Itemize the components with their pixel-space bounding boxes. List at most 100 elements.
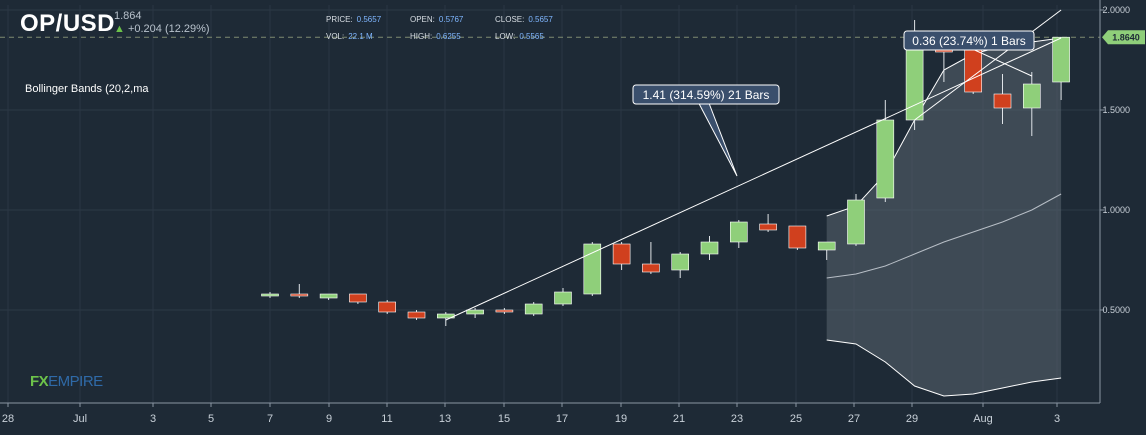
candle-body xyxy=(554,291,572,305)
price-change-value: +0.204 (12.29%) xyxy=(127,23,210,35)
callout-box xyxy=(632,84,780,105)
indicator-label[interactable]: Bollinger Bands (20,2,ma xyxy=(25,83,149,95)
candle-down xyxy=(349,293,367,304)
candle-body xyxy=(319,293,338,299)
y-tick-label: 1.0000 xyxy=(1102,205,1130,215)
candle-up xyxy=(554,288,572,306)
candle-body xyxy=(407,311,426,319)
candle-up xyxy=(1052,36,1070,100)
candle-up xyxy=(876,100,895,202)
candle-up xyxy=(319,293,338,300)
x-tick-label: 15 xyxy=(498,413,510,425)
bollinger-fill xyxy=(826,38,1062,396)
up-arrow-icon: ▲ xyxy=(114,23,125,35)
stat-high: HIGH: 0.6255 xyxy=(410,32,461,41)
callout-label: 1.41 (314.59%) 21 Bars xyxy=(643,88,770,102)
x-tick-label: 23 xyxy=(731,413,743,425)
y-tick-label: 1.5000 xyxy=(1102,105,1130,115)
candle-up xyxy=(261,292,279,298)
candle-body xyxy=(1022,83,1041,109)
candle-body xyxy=(964,45,983,93)
trend-label-2[interactable]: 0.36 (23.74%) 1 Bars xyxy=(903,30,1035,51)
x-tick-label: 25 xyxy=(790,413,802,425)
price-tag-label: 1.8640 xyxy=(1112,33,1140,43)
x-tick-label: 7 xyxy=(267,413,273,425)
candle-body xyxy=(905,43,924,121)
candle-body xyxy=(817,241,836,251)
candle-up xyxy=(1022,72,1041,136)
candle-body xyxy=(290,293,309,297)
candles xyxy=(261,20,1070,326)
candle-down xyxy=(788,225,807,250)
trend-lines: 1.41 (314.59%) 21 Bars 0.36 (23.74%) 1 Ba… xyxy=(445,9,1062,321)
candle-body xyxy=(466,309,484,315)
candle-body xyxy=(993,93,1012,109)
candle-body xyxy=(700,241,719,255)
callout-box xyxy=(903,30,1035,51)
x-tick-label: 9 xyxy=(326,413,332,425)
candle-body xyxy=(671,253,690,271)
y-tick-label: 0.5000 xyxy=(1102,305,1130,315)
stat-low: LOW: 0.5565 xyxy=(495,32,544,41)
stat-open: OPEN: 0.5767 xyxy=(410,15,464,24)
price-tag xyxy=(1102,30,1145,45)
candle-body xyxy=(876,119,895,199)
candle-body xyxy=(261,293,279,297)
candle-down xyxy=(642,242,660,274)
candle-up xyxy=(729,220,748,248)
candle-body xyxy=(729,221,748,243)
last-price: 1.864 xyxy=(114,10,142,22)
x-tick-label: 13 xyxy=(439,413,451,425)
candle-down xyxy=(993,74,1012,124)
candle-down xyxy=(495,308,514,314)
y-tick-label: 2.0000 xyxy=(1102,5,1130,15)
x-tick-label: 29 xyxy=(906,413,918,425)
bollinger-lower xyxy=(826,339,1062,397)
x-axis: 28 Jul 3 5 7 9 11 13 15 17 19 21 23 25 27 29 Aug 3 xyxy=(0,402,1100,425)
candle-up xyxy=(436,312,455,326)
candle-body xyxy=(378,301,397,313)
y-axis: 2.0000 1.5000 1.0000 0.5000 1.8640 xyxy=(1099,0,1145,403)
stat-price: PRICE: 0.5657 xyxy=(326,15,382,24)
x-tick-label: 5 xyxy=(208,413,214,425)
candle-up xyxy=(847,194,865,246)
candle-up xyxy=(671,252,690,278)
x-tick-label: 28 xyxy=(2,413,14,425)
price-change: ▲ +0.204 (12.29%) xyxy=(114,23,210,35)
bollinger-middle xyxy=(826,193,1062,279)
trend-line[interactable] xyxy=(914,9,1062,121)
x-tick-label: 11 xyxy=(381,413,392,425)
x-tick-label: 19 xyxy=(615,413,627,425)
candle-up xyxy=(700,236,719,260)
candle-down xyxy=(964,45,983,94)
candle-up xyxy=(817,241,836,260)
candle-body xyxy=(1052,36,1070,83)
candle-body xyxy=(847,199,865,245)
candle-body xyxy=(612,243,631,265)
candle-down xyxy=(759,214,777,232)
candle-body xyxy=(642,263,660,273)
stat-volume: VOL: 22.1 M xyxy=(326,32,373,41)
fxempire-logo: FXEMPIRE xyxy=(30,373,103,390)
candle-down xyxy=(378,300,397,314)
candle-down xyxy=(290,284,309,298)
x-tick-label: 27 xyxy=(848,413,860,425)
trend-label-1[interactable]: 1.41 (314.59%) 21 Bars xyxy=(632,84,780,177)
symbol-title: OP/USD xyxy=(20,10,116,37)
trend-line[interactable] xyxy=(445,37,1062,321)
candle-body xyxy=(583,243,602,295)
x-tick-label: 3 xyxy=(150,413,156,425)
candle-body xyxy=(349,293,367,303)
candle-body xyxy=(788,225,807,249)
candle-body xyxy=(524,303,543,315)
x-tick-label: Jul xyxy=(73,413,87,425)
candle-up xyxy=(583,242,602,296)
x-tick-label: 17 xyxy=(556,413,568,425)
candle-up xyxy=(466,308,484,318)
x-tick-label: 3 xyxy=(1054,413,1060,425)
candle-down xyxy=(407,310,426,320)
candle-up xyxy=(524,302,543,316)
candle-down xyxy=(612,242,631,270)
stat-close: CLOSE: 0.5657 xyxy=(495,15,553,24)
